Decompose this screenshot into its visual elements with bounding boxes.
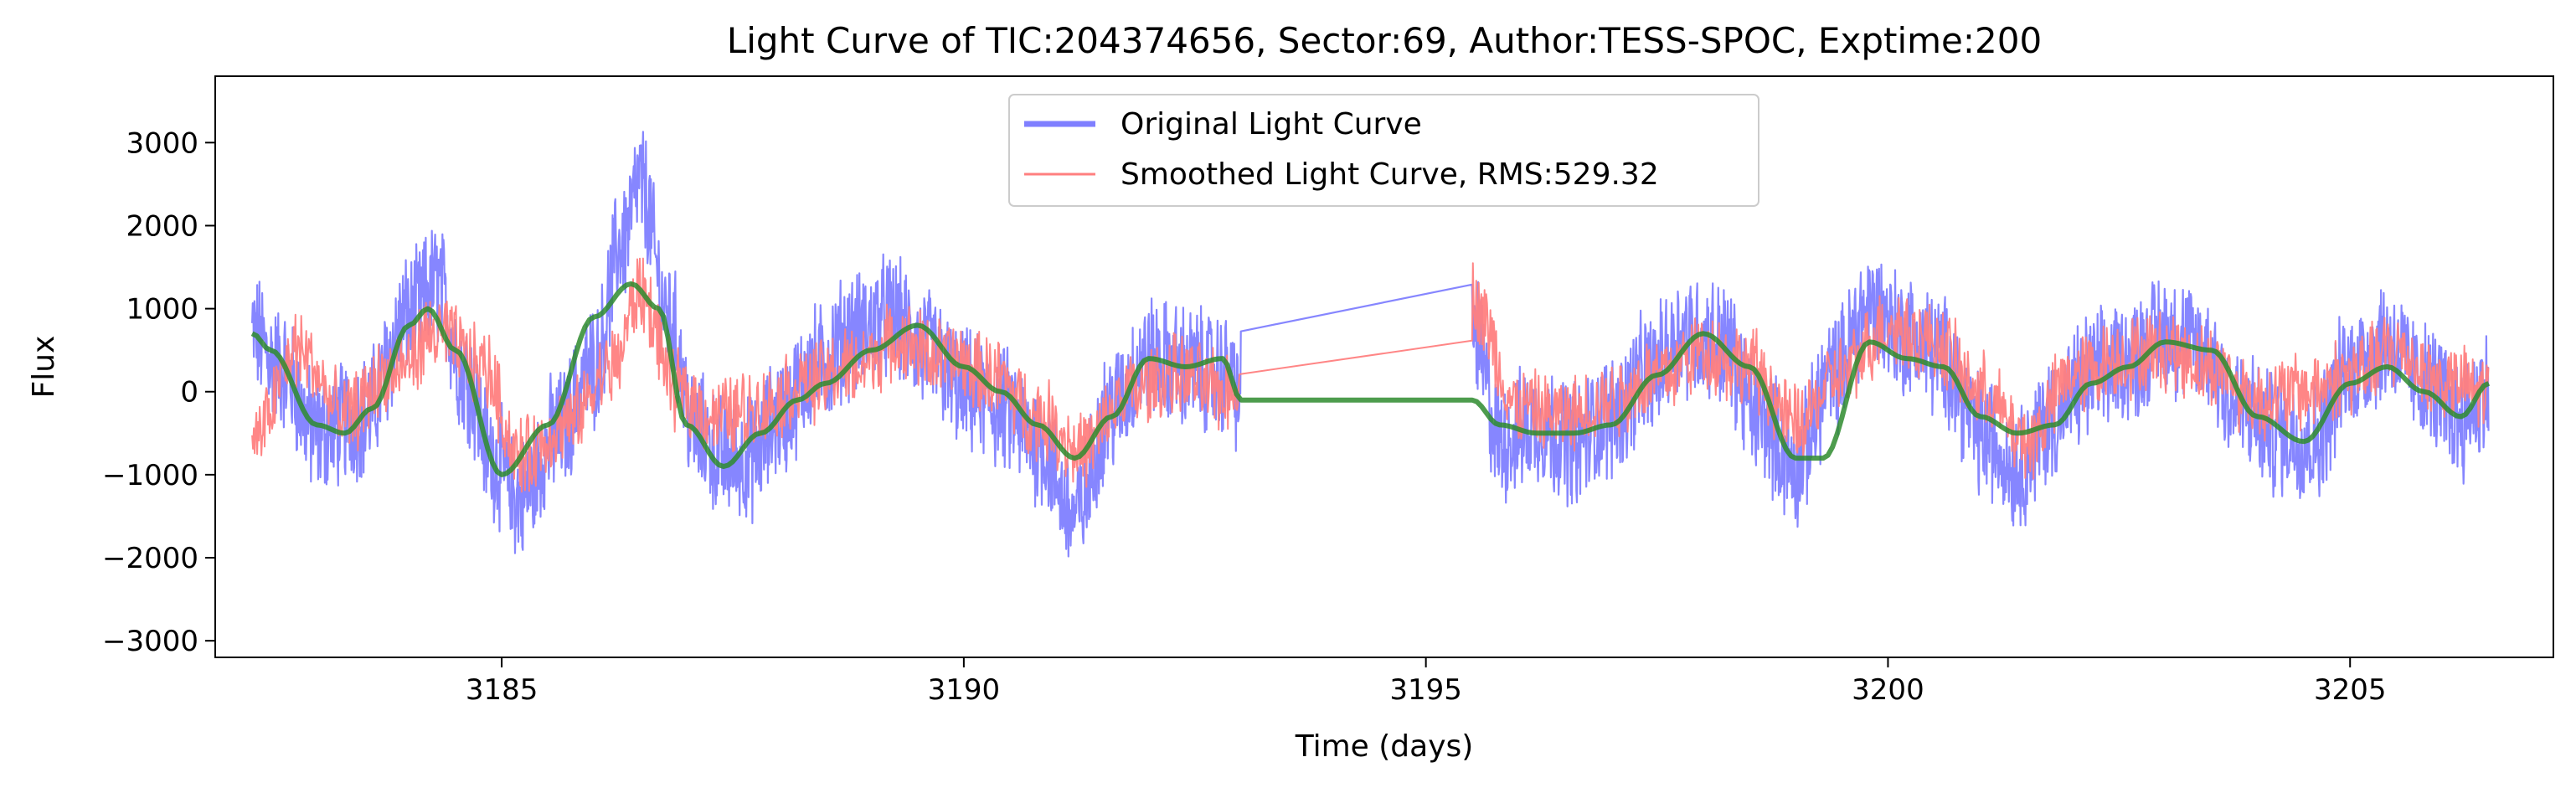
- y-tick-label: −2000: [102, 542, 198, 575]
- y-tick-label: 1000: [126, 293, 198, 327]
- series-trend-line: [250, 281, 2491, 477]
- plot-series: [250, 131, 2491, 558]
- legend-label-original: Original Light Curve: [1121, 107, 1422, 142]
- y-tick-label: 0: [180, 376, 198, 409]
- legend-label-smoothed: Smoothed Light Curve, RMS:529.32: [1121, 157, 1659, 192]
- chart-title: Light Curve of TIC:204374656, Sector:69,…: [727, 20, 2042, 61]
- y-tick-label: 2000: [126, 209, 198, 243]
- x-axis: 3185 3190 3195 3200 3205: [466, 657, 2387, 707]
- x-tick-label: 3190: [928, 673, 1001, 707]
- x-axis-label: Time (days): [1295, 729, 1474, 764]
- y-tick-label: −3000: [102, 625, 198, 658]
- x-tick-label: 3195: [1389, 673, 1462, 707]
- y-tick-label: 3000: [126, 126, 198, 160]
- series-smoothed-line: [251, 257, 2490, 493]
- y-axis-label: Flux: [27, 336, 61, 399]
- legend-box: [1008, 94, 1759, 207]
- y-axis: −3000 −2000 −1000 0 1000 2000 3000: [102, 126, 215, 658]
- legend: Original Light Curve Smoothed Light Curv…: [1008, 94, 1759, 207]
- x-tick-label: 3185: [466, 673, 538, 707]
- plot-frame: [214, 75, 2554, 658]
- y-tick-label: −1000: [102, 459, 198, 492]
- x-tick-label: 3205: [2314, 673, 2387, 707]
- x-tick-label: 3200: [1852, 673, 1924, 707]
